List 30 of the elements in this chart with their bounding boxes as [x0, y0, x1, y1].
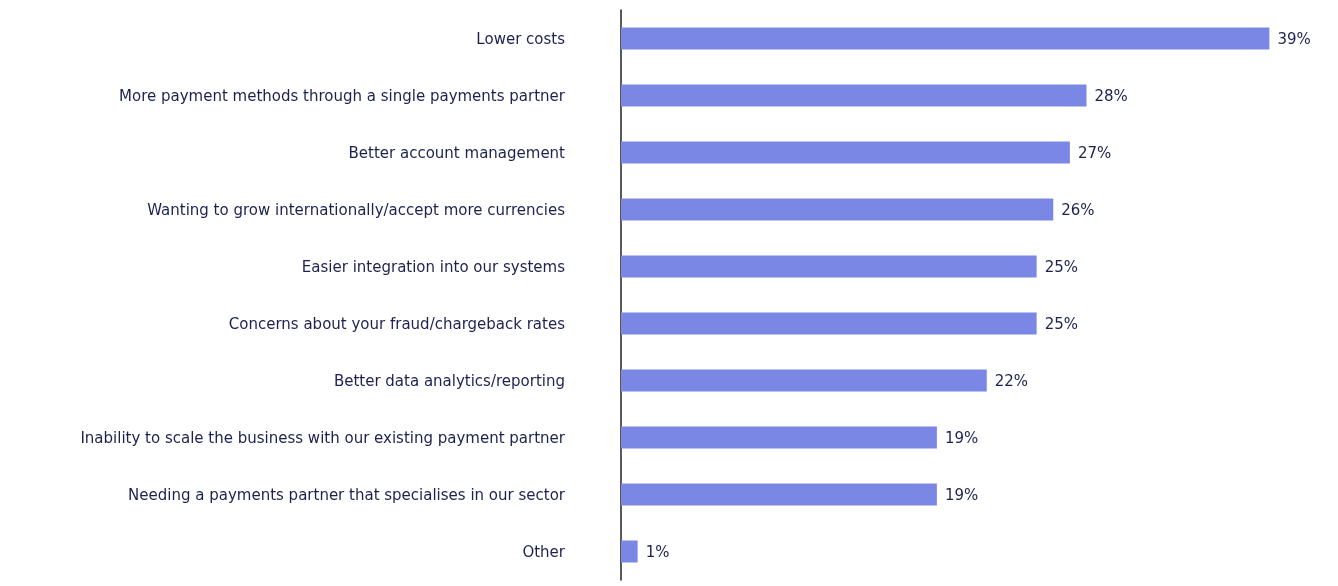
bar [621, 369, 987, 392]
bar [621, 84, 1087, 107]
y-tick-label: Other [522, 542, 566, 561]
data-label: 19% [944, 485, 979, 504]
data-label: 39% [1277, 29, 1311, 48]
data-label: 27% [1077, 143, 1112, 162]
data-label: 22% [994, 371, 1029, 390]
data-label: 28% [1094, 86, 1128, 105]
bar [621, 483, 937, 506]
data-label: 26% [1061, 200, 1095, 219]
bar [621, 312, 1037, 335]
bar [621, 426, 937, 449]
y-tick-label: Easier integration into our systems [301, 257, 566, 276]
y-tick-label: Lower costs [476, 29, 566, 48]
bar [621, 540, 638, 563]
y-tick-label: Better account management [348, 143, 566, 162]
y-tick-label: Needing a payments partner that specialises in our sector [128, 485, 566, 504]
data-label: 19% [944, 428, 979, 447]
data-label: 1% [645, 542, 670, 561]
y-tick-label: Concerns about your fraud/chargeback rates [228, 314, 566, 333]
bar [621, 141, 1070, 164]
bar [621, 27, 1270, 50]
bar [621, 255, 1037, 278]
data-label: 25% [1044, 257, 1078, 276]
y-tick-label: More payment methods through a single payments partner [119, 86, 566, 105]
data-label: 25% [1044, 314, 1078, 333]
bar [621, 198, 1054, 221]
y-tick-label: Better data analytics/reporting [333, 371, 565, 390]
y-tick-label: Inability to scale the business with our existing payment partner [80, 428, 566, 447]
y-tick-label: Wanting to grow internationally/accept more currencies [147, 200, 566, 219]
